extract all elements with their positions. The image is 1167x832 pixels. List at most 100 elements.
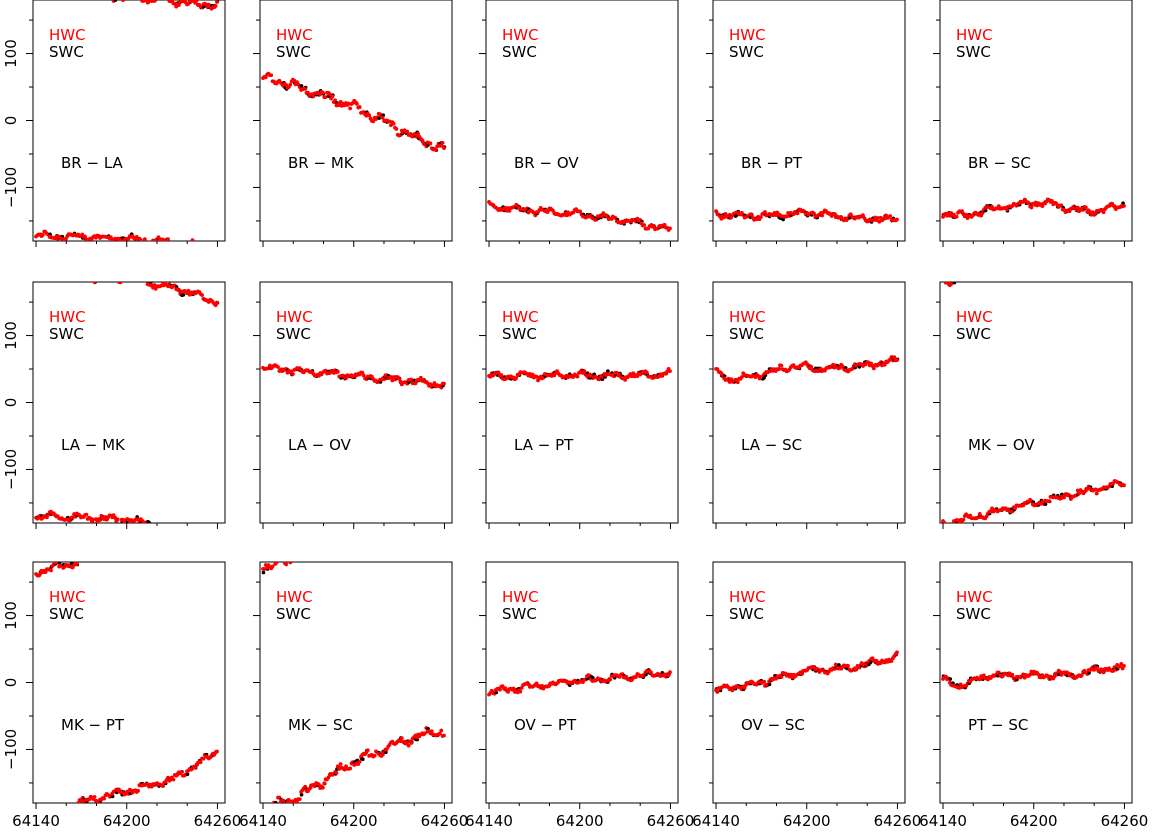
baseline-label: LA − OV	[288, 436, 352, 454]
legend-hwc: HWC	[956, 26, 993, 44]
hwc-point	[215, 0, 219, 4]
legend-swc: SWC	[49, 43, 84, 61]
hwc-point	[306, 90, 310, 95]
hwc-point	[389, 375, 393, 379]
legend-swc: SWC	[49, 605, 84, 623]
swc-point	[377, 116, 381, 120]
hwc-point	[651, 223, 656, 228]
hwc-point	[121, 0, 126, 3]
legend-swc: SWC	[956, 325, 991, 343]
hwc-point	[194, 0, 199, 3]
hwc-point	[409, 377, 414, 382]
hwc-point	[715, 690, 720, 694]
y-tick-label: −100	[2, 729, 20, 770]
hwc-point	[519, 686, 524, 690]
hwc-point	[83, 234, 87, 239]
hwc-point	[371, 119, 376, 124]
hwc-point	[1083, 205, 1088, 210]
hwc-point	[761, 679, 766, 684]
x-tick-label: 64140	[239, 812, 287, 830]
legend-hwc: HWC	[276, 26, 313, 44]
hwc-point	[1047, 499, 1052, 504]
hwc-point	[284, 83, 289, 87]
hwc-point	[330, 94, 335, 99]
baseline-label: BR − LA	[61, 154, 124, 172]
hwc-point	[215, 749, 219, 754]
hwc-point	[138, 238, 143, 241]
hwc-point	[372, 753, 377, 758]
hwc-point	[391, 121, 396, 126]
hwc-point	[92, 795, 97, 799]
hwc-point	[1049, 199, 1054, 203]
hwc-point	[118, 282, 123, 285]
hwc-point	[876, 216, 880, 220]
hwc-point	[179, 770, 184, 774]
hwc-point	[786, 210, 791, 215]
hwc-point	[668, 226, 672, 231]
legend-hwc: HWC	[729, 308, 766, 326]
hwc-point	[837, 366, 842, 370]
hwc-point	[776, 367, 781, 372]
hwc-point	[176, 287, 181, 292]
hwc-point	[286, 798, 291, 802]
hwc-point	[795, 211, 800, 216]
hwc-point	[759, 215, 763, 220]
hwc-point	[861, 213, 865, 218]
hwc-point	[115, 517, 120, 522]
hwc-point	[166, 237, 170, 241]
hwc-point	[176, 3, 181, 8]
hwc-point	[977, 511, 982, 516]
hwc-point	[200, 293, 204, 297]
swc-point	[299, 792, 304, 797]
hwc-point	[582, 369, 587, 374]
hwc-point	[335, 369, 340, 374]
hwc-point	[303, 784, 308, 789]
x-tick-label: 64140	[465, 812, 513, 830]
hwc-point	[333, 98, 338, 103]
baseline-label: LA − SC	[741, 436, 802, 454]
x-tick-label: 64260	[194, 812, 242, 830]
baseline-label: BR − OV	[514, 154, 579, 172]
hwc-point	[634, 675, 638, 679]
data-points	[34, 562, 219, 803]
hwc-point	[429, 729, 434, 734]
hwc-point	[735, 380, 740, 385]
hwc-point	[438, 731, 442, 736]
hwc-point	[1029, 205, 1034, 210]
hwc-point	[382, 377, 387, 382]
hwc-point	[779, 363, 784, 368]
baseline-label: MK − SC	[288, 716, 353, 734]
hwc-point	[334, 771, 339, 775]
hwc-point	[1062, 495, 1067, 500]
hwc-point	[102, 796, 106, 801]
hwc-point	[418, 375, 423, 380]
x-tick-label: 64200	[1010, 812, 1058, 830]
hwc-point	[631, 371, 636, 376]
swc-point	[767, 682, 772, 687]
hwc-point	[763, 210, 767, 214]
hwc-point	[820, 213, 825, 218]
hwc-point	[442, 146, 446, 150]
hwc-point	[666, 673, 671, 678]
x-tick-label: 64200	[103, 812, 151, 830]
hwc-point	[320, 785, 325, 790]
swc-point	[1043, 502, 1048, 506]
hwc-point	[1010, 672, 1015, 677]
hwc-point	[799, 672, 804, 676]
hwc-point	[1122, 664, 1126, 668]
hwc-point	[40, 233, 45, 237]
hwc-point	[284, 562, 289, 567]
hwc-point	[338, 100, 343, 104]
hwc-point	[270, 564, 275, 569]
data-points	[487, 367, 672, 383]
hwc-point	[323, 368, 328, 373]
hwc-point	[649, 670, 653, 675]
hwc-point	[1075, 205, 1080, 210]
hwc-point	[662, 222, 667, 227]
hwc-point	[1036, 672, 1041, 677]
